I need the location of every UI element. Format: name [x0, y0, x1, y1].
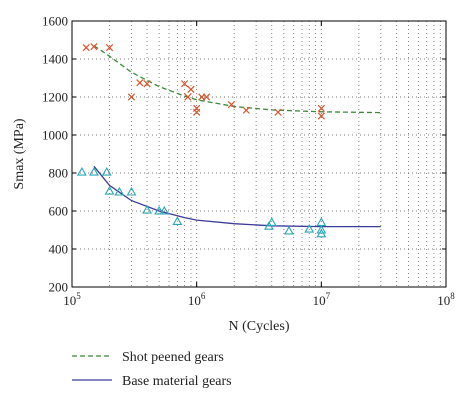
legend-label-base-material: Base material gears	[122, 374, 232, 389]
x-tick-label: 105	[63, 291, 81, 308]
y-axis-label: Smax (MPa)	[12, 118, 27, 190]
y-tick-label: 1400	[42, 52, 68, 67]
data-point-triangle	[266, 217, 277, 226]
x-tick-label: 107	[313, 291, 331, 308]
data-point-x	[187, 85, 195, 94]
data-point-triangle	[76, 166, 87, 176]
data-point-triangle	[154, 205, 165, 215]
data-point-triangle	[316, 228, 327, 238]
fit-curves	[93, 45, 381, 228]
data-point-x	[184, 93, 192, 101]
y-tick-label: 400	[49, 242, 69, 257]
legend: Shot peened gears Base material gears	[72, 350, 232, 389]
data-point-x	[202, 93, 211, 101]
data-point-triangle	[159, 205, 170, 215]
data-point-x	[127, 93, 136, 101]
data-point-triangle	[104, 185, 115, 195]
data-point-triangle	[89, 166, 99, 176]
data-point-x	[227, 100, 236, 109]
data-point-x	[180, 80, 189, 88]
data-point-triangle	[284, 225, 294, 235]
y-tick-label: 1000	[42, 128, 68, 143]
x-tick-label: 106	[188, 291, 206, 308]
y-tick-label: 600	[49, 204, 69, 219]
data-point-x	[317, 112, 325, 120]
data-point-x	[193, 108, 201, 116]
data-point-triangle	[114, 186, 125, 196]
data-point-triangle	[316, 224, 327, 234]
fit-curve-1	[93, 165, 381, 228]
y-axis: 200 400 600 800 1000 1200 1400 1600	[42, 14, 446, 295]
x-axis-label: N (Cycles)	[228, 319, 289, 334]
data-point-triangle	[126, 186, 137, 196]
x-tick-label: 108	[437, 291, 455, 308]
y-tick-label: 800	[49, 166, 69, 181]
data-point-x	[136, 79, 144, 87]
legend-label-shot-peened: Shot peened gears	[122, 350, 224, 365]
data-point-x	[90, 43, 98, 51]
data-point-triangle	[304, 223, 315, 233]
data-point-x	[82, 43, 90, 52]
fit-curve-0	[93, 45, 381, 114]
grid	[72, 21, 446, 287]
plot-frame	[71, 20, 447, 288]
data-point-triangle	[172, 216, 183, 225]
data-point-x	[143, 80, 151, 88]
data-point-x	[105, 43, 114, 52]
y-tick-label: 1600	[42, 14, 68, 29]
y-tick-label: 200	[49, 280, 69, 295]
data-point-x	[317, 104, 325, 113]
x-axis: 105 106 107 108	[63, 21, 455, 308]
y-tick-label: 1200	[42, 90, 68, 105]
data-point-x	[274, 108, 282, 116]
data-points	[76, 43, 327, 238]
data-point-x	[242, 106, 250, 114]
data-point-triangle	[142, 204, 153, 214]
data-point-triangle	[101, 166, 112, 176]
